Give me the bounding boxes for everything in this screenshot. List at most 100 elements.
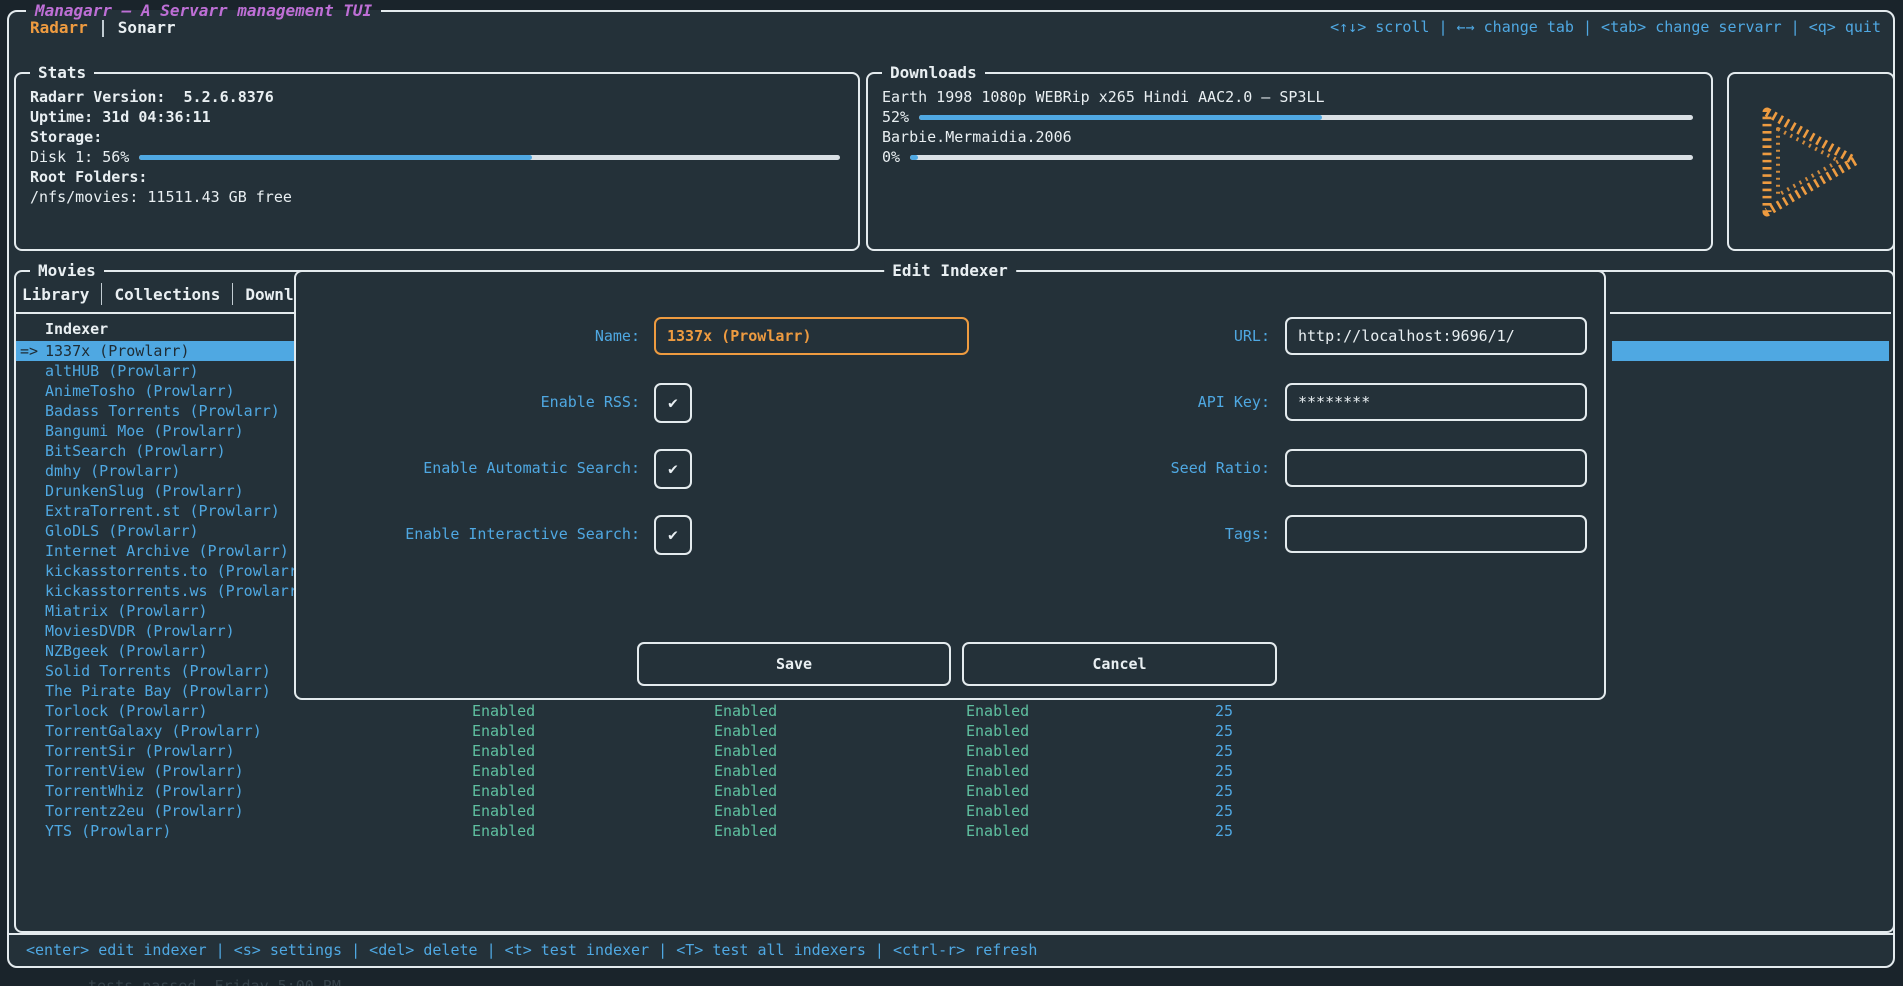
indexer-list-item[interactable]: Solid Torrents (Prowlarr) (16, 661, 294, 681)
enabled-cell: Enabled (472, 782, 536, 800)
download-item-name: Barbie.Mermaidia.2006 (882, 128, 1072, 146)
indexer-row-details: Enabled Enabled Enabled 25 (0, 741, 1881, 761)
disk-usage-label: Disk 1: 56% (30, 148, 130, 166)
enable-interactive-search-checkbox[interactable]: ✔ (654, 515, 692, 555)
clipped-status-text: tests passed. Friday 5:00 PM (88, 977, 341, 986)
checkmark-icon: ✔ (668, 459, 678, 478)
enable-automatic-search-checkbox[interactable]: ✔ (654, 449, 692, 489)
indexer-list-item[interactable]: Badass Torrents (Prowlarr) (16, 401, 294, 421)
enabled-cell: Enabled (472, 762, 536, 780)
radarr-version: Radarr Version: 5.2.6.8376 (30, 88, 274, 106)
enable-rss-checkbox[interactable]: ✔ (654, 383, 692, 423)
enabled-cell: Enabled (472, 702, 536, 720)
indexer-name: TorrentWhiz (Prowlarr) (45, 782, 244, 800)
enabled-cell: Enabled (472, 742, 536, 760)
indexer-list-item[interactable]: kickasstorrents.ws (Prowlarr) (16, 581, 294, 601)
logo-panel (1727, 72, 1895, 251)
enabled-cell: Enabled (714, 822, 778, 840)
indexer-list-item[interactable]: => 1337x (Prowlarr) (16, 341, 294, 361)
enabled-cell: Enabled (714, 762, 778, 780)
indexer-list-item[interactable]: ExtraTorrent.st (Prowlarr) (16, 501, 294, 521)
indexer-name: dmhy (Prowlarr) (45, 462, 181, 480)
indexer-name: Torlock (Prowlarr) (45, 702, 208, 720)
indexer-list-item[interactable]: kickasstorrents.to (Prowlarr) (16, 561, 294, 581)
enabled-cell: Enabled (966, 702, 1030, 720)
checkmark-icon: ✔ (668, 525, 678, 544)
tabs-underline (16, 312, 294, 314)
download-progress-bar (910, 154, 1693, 160)
indexer-name: DrunkenSlug (Prowlarr) (45, 482, 244, 500)
indexer-name: Torrentz2eu (Prowlarr) (45, 802, 244, 820)
indexer-name: AnimeTosho (Prowlarr) (45, 382, 235, 400)
name-input[interactable] (654, 317, 969, 355)
top-keybindings: <↑↓> scroll | ←→ change tab | <tab> chan… (1330, 18, 1881, 36)
indexer-row-details: Enabled Enabled Enabled 25 (0, 821, 1881, 841)
indexer-list-item[interactable]: Torlock (Prowlarr) (16, 701, 294, 721)
save-button[interactable]: Save (637, 642, 951, 686)
movies-tab-bar: Library Collections Downloads (22, 281, 294, 307)
api-key-input[interactable] (1285, 383, 1587, 421)
disk-usage-bar (139, 154, 840, 160)
root-folder-info: /nfs/movies: 11511.43 GB free (30, 188, 292, 206)
indexer-list-item[interactable]: DrunkenSlug (Prowlarr) (16, 481, 294, 501)
indexer-list-item[interactable]: GloDLS (Prowlarr) (16, 521, 294, 541)
enabled-cell: Enabled (472, 802, 536, 820)
download-progress-fill (910, 154, 918, 160)
enabled-cell: Enabled (472, 722, 536, 740)
tags-input[interactable] (1285, 515, 1587, 553)
priority-cell: 25 (1214, 702, 1233, 720)
tab-separator (232, 283, 234, 305)
api-key-label: API Key: (1197, 393, 1270, 411)
indexer-name: Solid Torrents (Prowlarr) (45, 662, 271, 680)
indexer-list-item[interactable]: TorrentGalaxy (Prowlarr) (16, 721, 294, 741)
indexer-list-item[interactable]: YTS (Prowlarr) (16, 821, 294, 841)
download-percent-label: 0% (882, 148, 901, 166)
indexer-list-item[interactable]: TorrentWhiz (Prowlarr) (16, 781, 294, 801)
indexer-list-item[interactable]: AnimeTosho (Prowlarr) (16, 381, 294, 401)
indexer-name: Miatrix (Prowlarr) (45, 602, 208, 620)
indexer-name: TorrentGalaxy (Prowlarr) (45, 722, 262, 740)
servarr-tab-bar: Radarr Sonarr (30, 16, 176, 38)
checkmark-icon: ✔ (668, 393, 678, 412)
priority-cell: 25 (1214, 822, 1233, 840)
tab-radarr[interactable]: Radarr (30, 17, 88, 37)
indexer-name: GloDLS (Prowlarr) (45, 522, 199, 540)
indexer-list: => 1337x (Prowlarr) altHUB (Prowlarr) Anime… (16, 341, 294, 843)
tab-library[interactable]: Library (22, 284, 90, 304)
cancel-button[interactable]: Cancel (962, 642, 1277, 686)
indexer-list-item[interactable]: BitSearch (Prowlarr) (16, 441, 294, 461)
indexer-name: MoviesDVDR (Prowlarr) (45, 622, 235, 640)
disk-usage-bar-fill (139, 154, 532, 160)
downloads-panel-title: Downloads (882, 63, 985, 83)
indexer-list-item[interactable]: Internet Archive (Prowlarr) (16, 541, 294, 561)
indexer-list-item[interactable]: TorrentView (Prowlarr) (16, 761, 294, 781)
indexer-list-item[interactable]: NZBgeek (Prowlarr) (16, 641, 294, 661)
download-percent-label: 52% (882, 108, 910, 126)
indexer-list-item[interactable]: TorrentSir (Prowlarr) (16, 741, 294, 761)
stats-panel-title: Stats (30, 63, 95, 83)
bottom-keybindings: <enter> edit indexer | <s> settings | <d… (26, 941, 1038, 959)
url-label: URL: (1233, 327, 1270, 345)
indexer-list-item[interactable]: dmhy (Prowlarr) (16, 461, 294, 481)
indexer-list-item[interactable]: The Pirate Bay (Prowlarr) (16, 681, 294, 701)
indexer-name: BitSearch (Prowlarr) (45, 442, 226, 460)
name-label: Name: (594, 327, 640, 345)
enabled-cell: Enabled (966, 742, 1030, 760)
indexer-list-item[interactable]: Torrentz2eu (Prowlarr) (16, 801, 294, 821)
app-title: Managarr – A Servarr management TUI (26, 1, 382, 20)
seed-ratio-label: Seed Ratio: (1170, 459, 1270, 477)
storage-heading: Storage: (30, 128, 103, 146)
tab-sonarr[interactable]: Sonarr (117, 17, 176, 37)
indexer-list-item[interactable]: Miatrix (Prowlarr) (16, 601, 294, 621)
indexer-list-item[interactable]: MoviesDVDR (Prowlarr) (16, 621, 294, 641)
indexer-list-item[interactable]: Bangumi Moe (Prowlarr) (16, 421, 294, 441)
indexer-list-item[interactable]: altHUB (Prowlarr) (16, 361, 294, 381)
indexer-name: Badass Torrents (Prowlarr) (45, 402, 280, 420)
indexer-name: kickasstorrents.to (Prowlarr) (45, 562, 294, 580)
seed-ratio-input[interactable] (1285, 449, 1587, 487)
movies-panel-title: Movies (30, 261, 104, 281)
url-input[interactable] (1285, 317, 1587, 355)
tab-collections[interactable]: Collections (114, 284, 221, 304)
selection-arrow: => (20, 342, 39, 360)
tab-downloads[interactable]: Downloads (245, 284, 294, 304)
